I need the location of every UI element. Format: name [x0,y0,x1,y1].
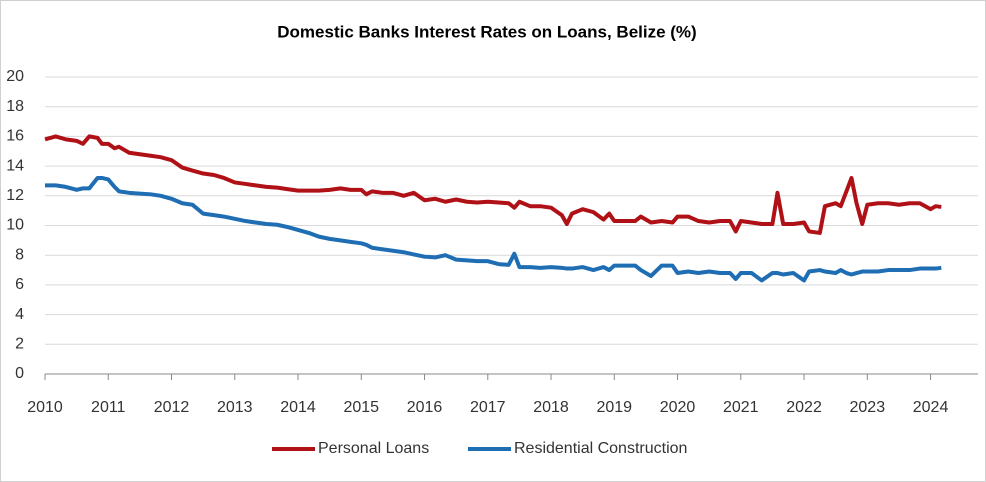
y-tick-label: 4 [15,306,24,323]
y-tick-label: 8 [15,246,24,263]
y-tick-label: 18 [6,98,24,115]
series-line [44,134,942,235]
x-tick-label: 2018 [533,399,569,416]
series-line [45,175,942,283]
y-tick-label: 16 [6,128,24,145]
x-tick-label: 2014 [280,399,316,416]
x-tick-label: 2021 [723,399,759,416]
x-tick-label: 2015 [343,399,379,416]
chart-title: Domestic Banks Interest Rates on Loans, … [277,22,696,41]
x-tick-label: 2010 [27,399,63,416]
x-tick-label: 2016 [407,399,443,416]
x-tick-label: 2022 [786,399,822,416]
y-tick-label: 20 [6,68,24,85]
y-tick-label: 0 [15,365,24,382]
x-tick-label: 2023 [850,399,886,416]
y-tick-label: 10 [6,217,24,234]
legend-label: Personal Loans [318,440,429,457]
x-tick-label: 2011 [91,399,126,416]
y-tick-label: 2 [15,336,24,353]
x-tick-label: 2013 [217,399,253,416]
y-tick-label: 6 [15,276,24,293]
x-tick-label: 2019 [596,399,632,416]
x-tick-label: 2012 [154,399,190,416]
x-tick-label: 2024 [913,399,949,416]
y-tick-label: 14 [6,157,24,174]
y-tick-label: 12 [6,187,24,204]
legend-label: Residential Construction [514,440,687,457]
x-tick-label: 2020 [660,399,696,416]
x-tick-label: 2017 [470,399,506,416]
